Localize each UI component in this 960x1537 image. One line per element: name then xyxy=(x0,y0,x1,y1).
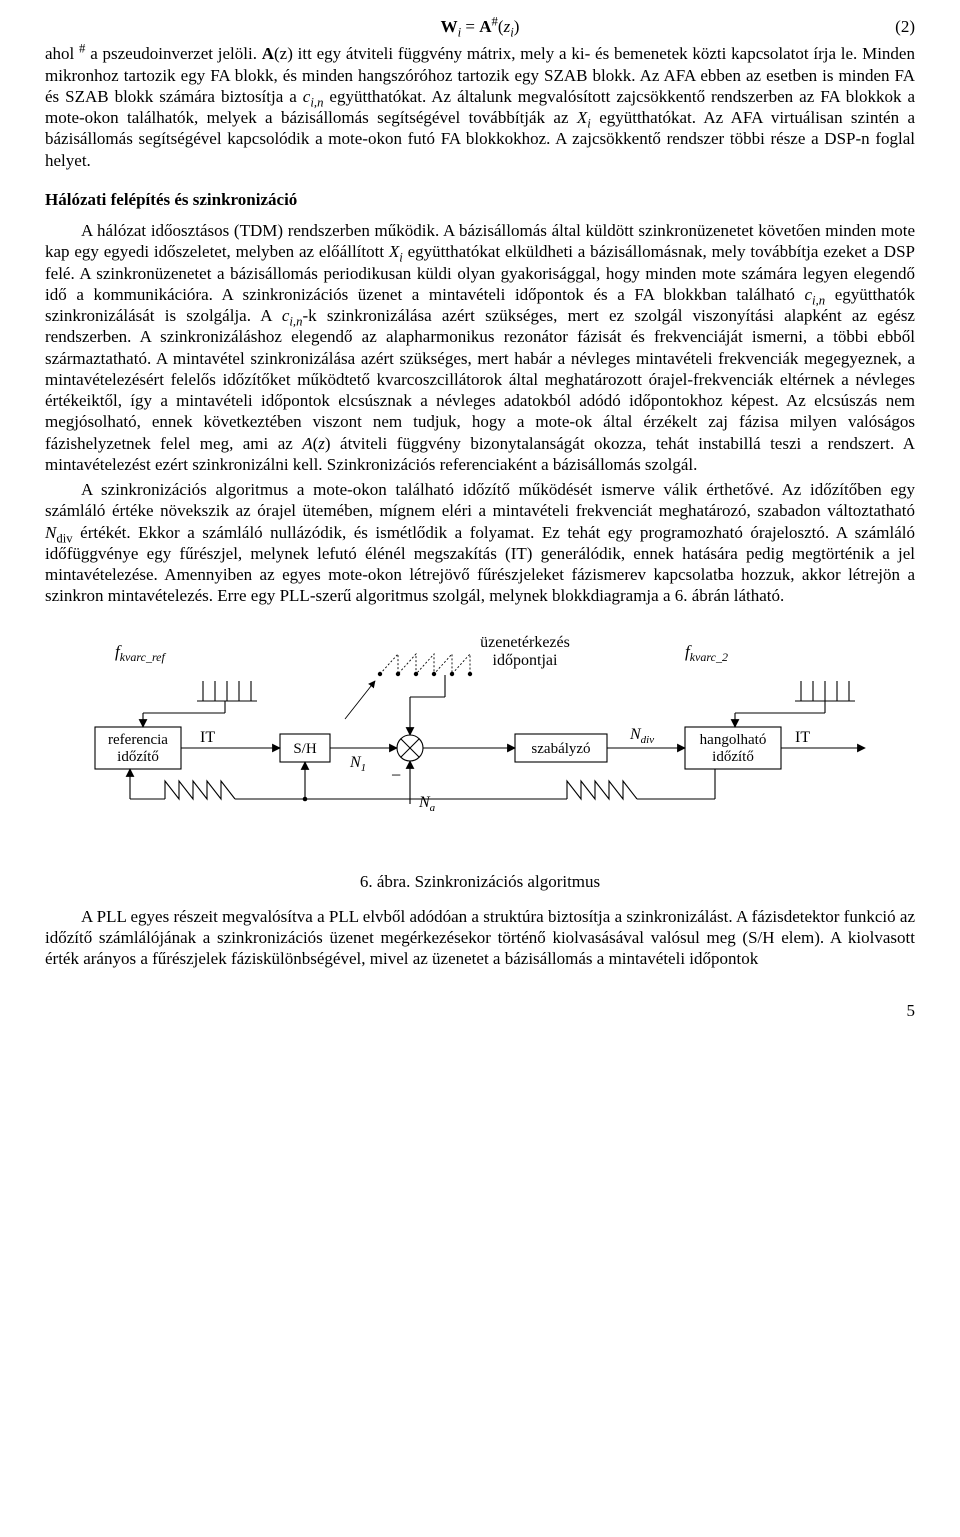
equation: Wi = A#(zi) xyxy=(441,16,520,37)
fig-uz-line2: időpontjai xyxy=(493,652,558,669)
fig-pulses-right xyxy=(795,681,855,701)
eq-W: W xyxy=(441,17,458,36)
svg-text:szabályzó: szabályzó xyxy=(531,741,590,757)
fig-Na: Na xyxy=(418,794,436,814)
svg-text:időzítő: időzítő xyxy=(117,749,159,765)
eq-eq: = xyxy=(461,17,479,36)
fig-f-2: fkvarc_2 xyxy=(685,642,728,664)
fig-pulses-left xyxy=(197,681,257,701)
svg-text:S/H: S/H xyxy=(293,741,317,757)
fig-saw-left xyxy=(165,781,235,799)
figure-6-caption: 6. ábra. Szinkronizációs algoritmus xyxy=(45,871,915,892)
page-number: 5 xyxy=(45,1000,915,1021)
fig-dashed-saw xyxy=(378,654,472,676)
equation-line: Wi = A#(zi) (2) xyxy=(45,16,915,37)
equation-number: (2) xyxy=(519,16,915,37)
eq-A: A xyxy=(479,17,491,36)
fig-f-ref: fkvarc_ref xyxy=(115,642,166,664)
svg-text:referencia: referencia xyxy=(108,732,168,748)
paragraph-4: A PLL egyes részeit megvalósítva a PLL e… xyxy=(45,906,915,970)
fig-Ndiv: Ndiv xyxy=(629,726,654,746)
fig-minus: − xyxy=(391,765,401,785)
paragraph-1: ahol # a pszeudoinverzet jelöli. A(z) it… xyxy=(45,43,915,171)
figure-6: fkvarc_ref fkvarc_2 üzenetérkezés időpon… xyxy=(45,629,915,859)
svg-text:hangolható: hangolható xyxy=(700,732,767,748)
fig-N1: N1 xyxy=(349,754,366,774)
paragraph-3: A szinkronizációs algoritmus a mote-okon… xyxy=(45,479,915,607)
fig-small-arrow xyxy=(345,681,375,719)
fig-IT-left: IT xyxy=(200,729,215,746)
section-title: Hálózati felépítés és szinkronizáció xyxy=(45,189,915,210)
fig-saw-right xyxy=(567,781,637,799)
paragraph-2: A hálózat időosztásos (TDM) rendszerben … xyxy=(45,220,915,475)
svg-text:időzítő: időzítő xyxy=(712,749,754,765)
fig-IT-right: IT xyxy=(795,729,810,746)
fig-uz-line1: üzenetérkezés xyxy=(480,634,570,651)
